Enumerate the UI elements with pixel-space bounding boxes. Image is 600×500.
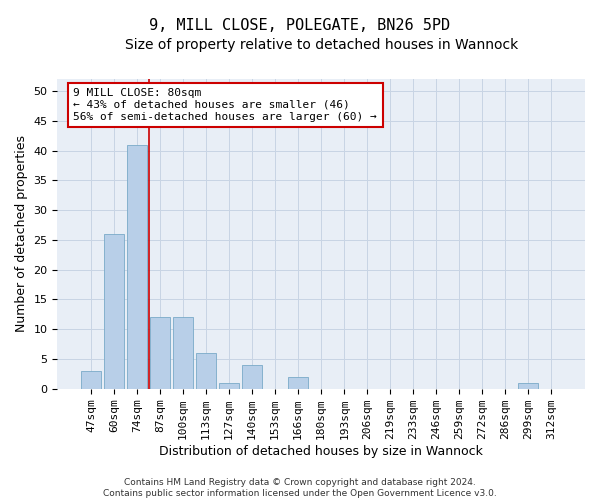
Bar: [173, 318, 193, 388]
Bar: [82, 371, 101, 388]
Bar: [289, 377, 308, 388]
Y-axis label: Number of detached properties: Number of detached properties: [15, 136, 28, 332]
Bar: [127, 144, 147, 388]
Text: 9, MILL CLOSE, POLEGATE, BN26 5PD: 9, MILL CLOSE, POLEGATE, BN26 5PD: [149, 18, 451, 32]
Bar: [220, 383, 239, 388]
Text: 9 MILL CLOSE: 80sqm
← 43% of detached houses are smaller (46)
56% of semi-detach: 9 MILL CLOSE: 80sqm ← 43% of detached ho…: [73, 88, 377, 122]
Bar: [518, 383, 538, 388]
Text: Contains HM Land Registry data © Crown copyright and database right 2024.
Contai: Contains HM Land Registry data © Crown c…: [103, 478, 497, 498]
Bar: [196, 353, 216, 388]
Bar: [151, 318, 170, 388]
Title: Size of property relative to detached houses in Wannock: Size of property relative to detached ho…: [125, 38, 518, 52]
Bar: [242, 365, 262, 388]
Bar: [104, 234, 124, 388]
X-axis label: Distribution of detached houses by size in Wannock: Distribution of detached houses by size …: [159, 444, 483, 458]
